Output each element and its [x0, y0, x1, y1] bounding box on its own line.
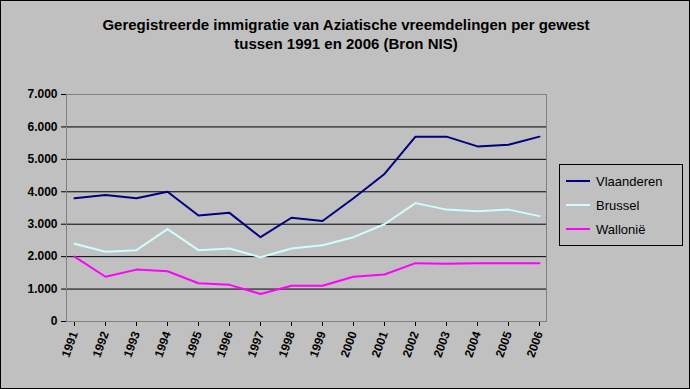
svg-text:1992: 1992: [90, 329, 112, 359]
html-text:Geregistreerde immigratie van: Geregistreerde immigratie van Aziatische…: [102, 16, 590, 52]
html-text:Vlaanderen: Vlaanderen: [596, 173, 663, 189]
svg-text:1994: 1994: [152, 329, 174, 359]
svg-text:2004: 2004: [462, 329, 484, 359]
svg-text:2000: 2000: [338, 329, 360, 359]
svg-text:7.000: 7.000: [27, 87, 57, 101]
svg-text:1995: 1995: [183, 329, 205, 359]
svg-text:2002: 2002: [400, 329, 422, 359]
html-text:Brussel: Brussel: [596, 197, 640, 213]
svg-text:3.000: 3.000: [27, 217, 57, 231]
svg-text:1999: 1999: [307, 329, 329, 359]
svg-text:5.000: 5.000: [27, 152, 57, 166]
svg-text:2006: 2006: [524, 329, 546, 359]
svg-text:2003: 2003: [431, 329, 453, 359]
svg-text:1993: 1993: [121, 329, 143, 359]
svg-text:6.000: 6.000: [27, 120, 57, 134]
svg-text:4.000: 4.000: [27, 185, 57, 199]
svg-text:1996: 1996: [214, 329, 236, 359]
svg-text:1998: 1998: [276, 329, 298, 359]
svg-text:1997: 1997: [245, 329, 267, 359]
svg-text:2001: 2001: [369, 329, 391, 359]
svg-text:1.000: 1.000: [27, 282, 57, 296]
html-text:Wallonië: Wallonië: [596, 221, 646, 237]
svg-text:2.000: 2.000: [27, 249, 57, 263]
svg-text:0: 0: [51, 314, 58, 328]
svg-text:2005: 2005: [493, 329, 515, 359]
svg-text:1991: 1991: [59, 329, 81, 359]
